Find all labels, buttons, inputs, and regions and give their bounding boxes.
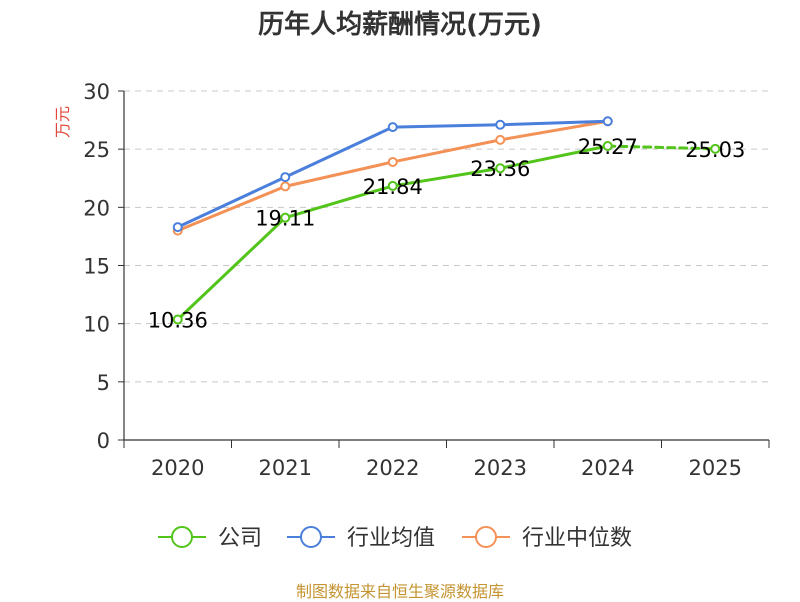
data-point bbox=[602, 141, 613, 152]
x-tick-label: 2024 bbox=[581, 456, 634, 480]
x-tick-label: 2023 bbox=[474, 456, 527, 480]
series-segment bbox=[498, 119, 610, 127]
data-point bbox=[495, 134, 506, 145]
x-tick-label: 2020 bbox=[151, 456, 204, 480]
y-tick-label: 0 bbox=[97, 429, 110, 453]
series-segment bbox=[283, 125, 395, 179]
data-label: 19.11 bbox=[255, 207, 315, 231]
legend-label: 行业均值 bbox=[347, 526, 435, 551]
series-segment bbox=[391, 138, 502, 164]
data-point bbox=[280, 212, 291, 223]
y-tick-label: 5 bbox=[97, 371, 110, 395]
data-label: 25.03 bbox=[685, 138, 745, 162]
series-layer bbox=[172, 116, 721, 325]
x-tick-label: 2025 bbox=[689, 456, 742, 480]
legend[interactable]: 公司 行业均值 行业中位数 bbox=[158, 526, 632, 551]
x-tick-label: 2021 bbox=[259, 456, 312, 480]
data-point bbox=[280, 172, 291, 183]
series-segment bbox=[176, 216, 287, 321]
legend-label: 行业中位数 bbox=[522, 526, 632, 551]
data-labels: 10.36 19.11 21.84 23.36 25.27 25.03 bbox=[148, 135, 746, 332]
data-point bbox=[710, 143, 721, 154]
x-tick-label: 2022 bbox=[366, 456, 419, 480]
series-segment bbox=[283, 160, 395, 188]
data-label: 10.36 bbox=[148, 308, 208, 332]
y-tick-label: 20 bbox=[83, 196, 110, 220]
data-point bbox=[172, 222, 183, 233]
source-note: 制图数据来自恒生聚源数据库 bbox=[295, 582, 504, 601]
y-axis-label: 万元 bbox=[53, 106, 72, 138]
data-point bbox=[495, 163, 506, 174]
legend-item[interactable]: 公司 bbox=[158, 526, 262, 551]
legend-marker bbox=[300, 526, 322, 548]
series-segment bbox=[498, 119, 610, 142]
series-segment bbox=[391, 123, 502, 129]
y-tick-label: 30 bbox=[83, 80, 110, 104]
grid-lines bbox=[124, 90, 769, 383]
data-point bbox=[172, 314, 183, 325]
legend-label: 公司 bbox=[218, 526, 262, 551]
series-segment bbox=[176, 184, 287, 233]
legend-marker bbox=[171, 526, 193, 548]
data-point bbox=[387, 180, 398, 191]
chart-title: 历年人均薪酬情况(万元) bbox=[258, 10, 542, 40]
legend-item[interactable]: 行业中位数 bbox=[462, 526, 632, 551]
y-tick-label: 10 bbox=[83, 313, 110, 337]
data-point bbox=[280, 181, 291, 192]
series-segment bbox=[176, 175, 287, 229]
data-label: 23.36 bbox=[470, 157, 530, 181]
series-segment bbox=[391, 166, 502, 188]
y-tick-label: 25 bbox=[83, 138, 110, 162]
data-point bbox=[495, 119, 506, 130]
series-segment bbox=[498, 144, 610, 170]
series-segment bbox=[606, 144, 717, 151]
data-point bbox=[387, 156, 398, 167]
data-label: 25.27 bbox=[578, 135, 638, 159]
legend-marker bbox=[475, 526, 497, 548]
data-label: 21.84 bbox=[363, 175, 423, 199]
data-point bbox=[387, 122, 398, 133]
series-segment bbox=[283, 184, 395, 220]
y-tick-label: 15 bbox=[83, 255, 110, 279]
data-point bbox=[602, 116, 613, 127]
legend-item[interactable]: 行业均值 bbox=[287, 526, 435, 551]
